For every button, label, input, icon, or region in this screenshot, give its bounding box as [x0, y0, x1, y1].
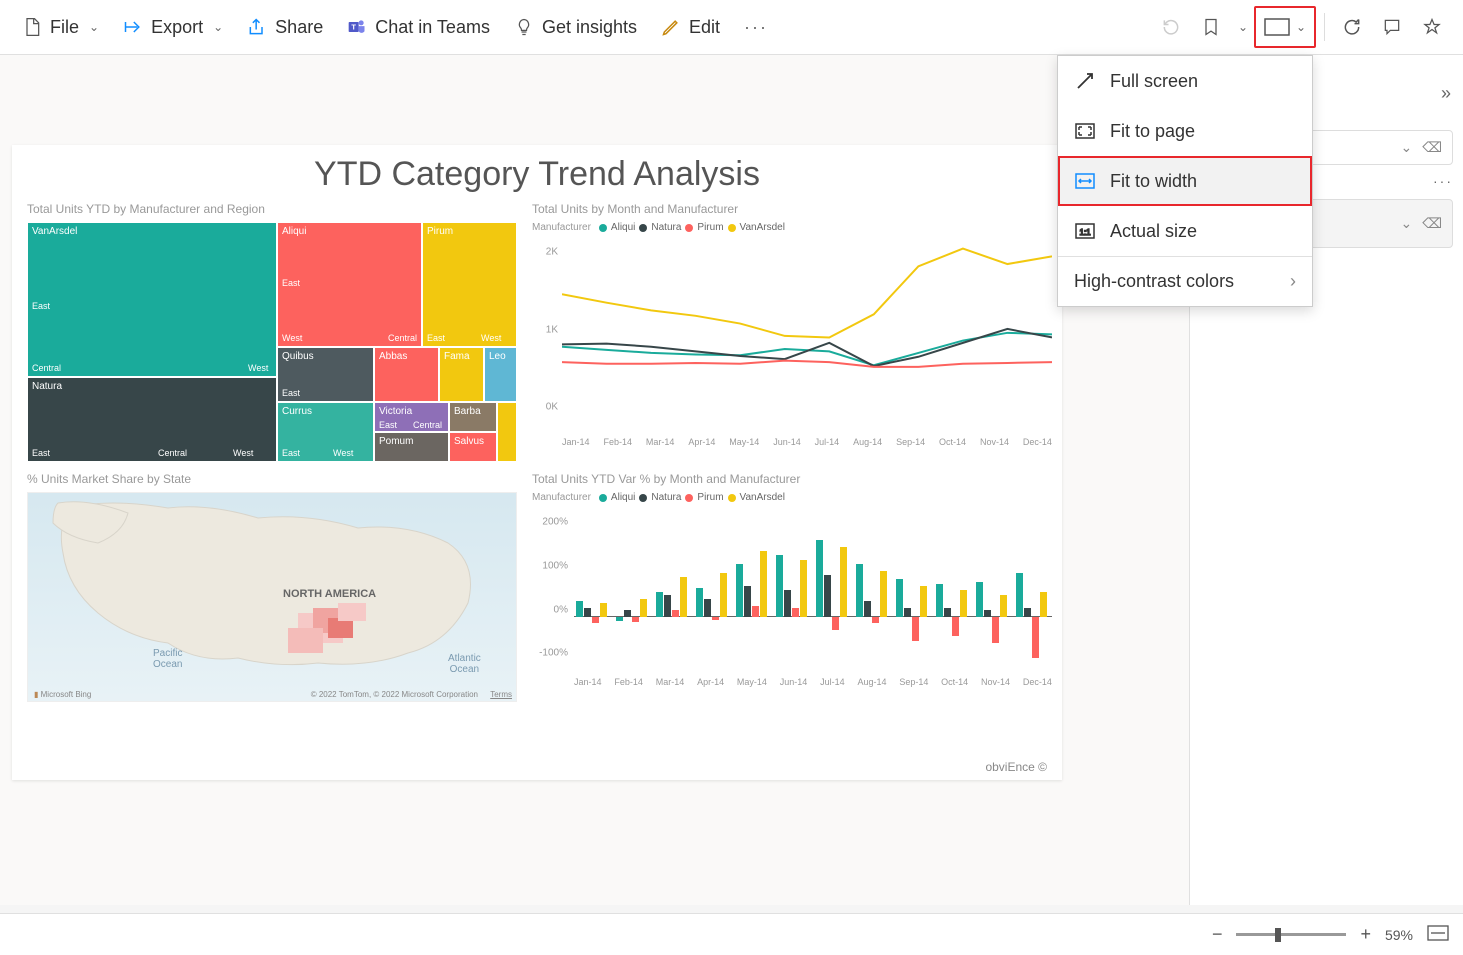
chevron-down-icon: ⌄: [1400, 139, 1412, 156]
line-chart-visual[interactable]: Total Units by Month and Manufacturer Ma…: [532, 202, 1062, 462]
chevron-down-icon[interactable]: ⌄: [1234, 20, 1252, 34]
status-bar: − + 59%: [0, 913, 1463, 955]
treemap-cell[interactable]: AliquiEastWestCentral: [277, 222, 422, 347]
zoom-value: 59%: [1385, 927, 1413, 943]
reset-button[interactable]: [1152, 8, 1190, 46]
treemap-cell[interactable]: Pomum: [374, 432, 449, 462]
bookmark-button[interactable]: [1192, 8, 1230, 46]
insights-button[interactable]: Get insights: [504, 11, 647, 44]
export-label: Export: [151, 17, 203, 38]
export-menu[interactable]: Export ⌄: [113, 11, 233, 44]
menu-label: Fit to width: [1110, 171, 1197, 192]
treemap-cell[interactable]: QuibusEast: [277, 347, 374, 402]
edit-label: Edit: [689, 17, 720, 38]
expand-pane-icon[interactable]: »: [1441, 83, 1451, 104]
treemap-cell[interactable]: CurrusEastWest: [277, 402, 374, 462]
comment-button[interactable]: [1373, 8, 1411, 46]
fullscreen-icon: [1074, 70, 1096, 92]
menu-high-contrast[interactable]: High-contrast colors ›: [1058, 257, 1312, 306]
chart-title: Total Units YTD by Manufacturer and Regi…: [27, 202, 517, 216]
file-icon: [22, 17, 42, 37]
treemap-cell[interactable]: Barba: [449, 402, 497, 432]
watermark: obviEnce ©: [985, 760, 1047, 774]
file-menu[interactable]: File ⌄: [12, 11, 109, 44]
edit-button[interactable]: Edit: [651, 11, 730, 44]
file-label: File: [50, 17, 79, 38]
clear-filter-icon[interactable]: ⌫: [1422, 215, 1442, 232]
bar-chart-visual[interactable]: Total Units YTD Var % by Month and Manuf…: [532, 472, 1062, 702]
map-bing: ▮ Microsoft Bing: [34, 690, 91, 699]
map-visual[interactable]: % Units Market Share by State NORTH AMER…: [27, 472, 517, 702]
menu-actual-size[interactable]: 1:1 Actual size: [1058, 206, 1312, 256]
treemap-cell[interactable]: VictoriaEastCentral: [374, 402, 449, 432]
chevron-right-icon: ›: [1290, 271, 1296, 292]
report-title: YTD Category Trend Analysis: [27, 155, 1047, 194]
chevron-down-icon: ⌄: [213, 20, 223, 34]
pencil-icon: [661, 17, 681, 37]
treemap-cell[interactable]: PirumEastWest: [422, 222, 517, 347]
menu-label: Full screen: [1110, 71, 1198, 92]
zoom-slider[interactable]: [1236, 933, 1346, 936]
treemap-visual[interactable]: Total Units YTD by Manufacturer and Regi…: [27, 202, 517, 462]
toolbar: File ⌄ Export ⌄ Share T Chat in Teams Ge…: [0, 0, 1463, 55]
svg-text:T: T: [352, 23, 357, 32]
zoom-in-button[interactable]: +: [1360, 924, 1371, 945]
view-mode-button[interactable]: ⌄: [1254, 6, 1316, 48]
insights-label: Get insights: [542, 17, 637, 38]
menu-label: Fit to page: [1110, 121, 1195, 142]
map-svg: [28, 493, 517, 702]
map-terms-link[interactable]: Terms: [490, 690, 512, 699]
map-atlantic-label: Atlantic Ocean: [448, 653, 481, 675]
share-button[interactable]: Share: [237, 11, 333, 44]
clear-filter-icon[interactable]: ⌫: [1422, 139, 1442, 156]
svg-text:1:1: 1:1: [1079, 228, 1091, 237]
map-pacific-label: Pacific Ocean: [153, 648, 182, 670]
map-na-label: NORTH AMERICA: [283, 588, 376, 600]
fit-width-icon: [1074, 170, 1096, 192]
share-icon: [247, 17, 267, 37]
chevron-down-icon: ⌄: [1296, 20, 1306, 34]
treemap-cell[interactable]: Abbas: [374, 347, 439, 402]
chat-label: Chat in Teams: [375, 17, 490, 38]
refresh-button[interactable]: [1333, 8, 1371, 46]
chart-title: Total Units YTD Var % by Month and Manuf…: [532, 472, 1062, 486]
map-attribution: © 2022 TomTom, © 2022 Microsoft Corporat…: [311, 690, 478, 699]
zoom-out-button[interactable]: −: [1212, 924, 1223, 945]
teams-icon: T: [347, 17, 367, 37]
page-view-icon: [1264, 18, 1290, 36]
menu-fit-width[interactable]: Fit to width: [1058, 156, 1312, 206]
fit-page-icon: [1074, 120, 1096, 142]
menu-fit-page[interactable]: Fit to page: [1058, 106, 1312, 156]
chart-title: Total Units by Month and Manufacturer: [532, 202, 1062, 216]
bulb-icon: [514, 17, 534, 37]
chevron-down-icon: ⌄: [1400, 215, 1412, 232]
share-label: Share: [275, 17, 323, 38]
treemap-cell[interactable]: Fama: [439, 347, 484, 402]
report-page: YTD Category Trend Analysis Total Units …: [12, 145, 1062, 780]
treemap-cell[interactable]: Salvus: [449, 432, 497, 462]
chat-teams-button[interactable]: T Chat in Teams: [337, 11, 500, 44]
fit-page-button[interactable]: [1427, 925, 1449, 944]
treemap-cell[interactable]: Leo: [484, 347, 517, 402]
menu-fullscreen[interactable]: Full screen: [1058, 56, 1312, 106]
treemap-cell[interactable]: VanArsdelEastCentralWest: [27, 222, 277, 377]
menu-label: Actual size: [1110, 221, 1197, 242]
favorite-button[interactable]: [1413, 8, 1451, 46]
menu-label: High-contrast colors: [1074, 271, 1234, 292]
chart-title: % Units Market Share by State: [27, 472, 517, 486]
treemap-cell[interactable]: [497, 402, 517, 462]
actual-size-icon: 1:1: [1074, 220, 1096, 242]
chevron-down-icon: ⌄: [89, 20, 99, 34]
treemap-cell[interactable]: NaturaEastCentralWest: [27, 377, 277, 462]
export-icon: [123, 17, 143, 37]
view-mode-menu: Full screen Fit to page Fit to width 1:1…: [1057, 55, 1313, 307]
divider: [1324, 13, 1325, 41]
more-button[interactable]: ···: [734, 11, 778, 44]
